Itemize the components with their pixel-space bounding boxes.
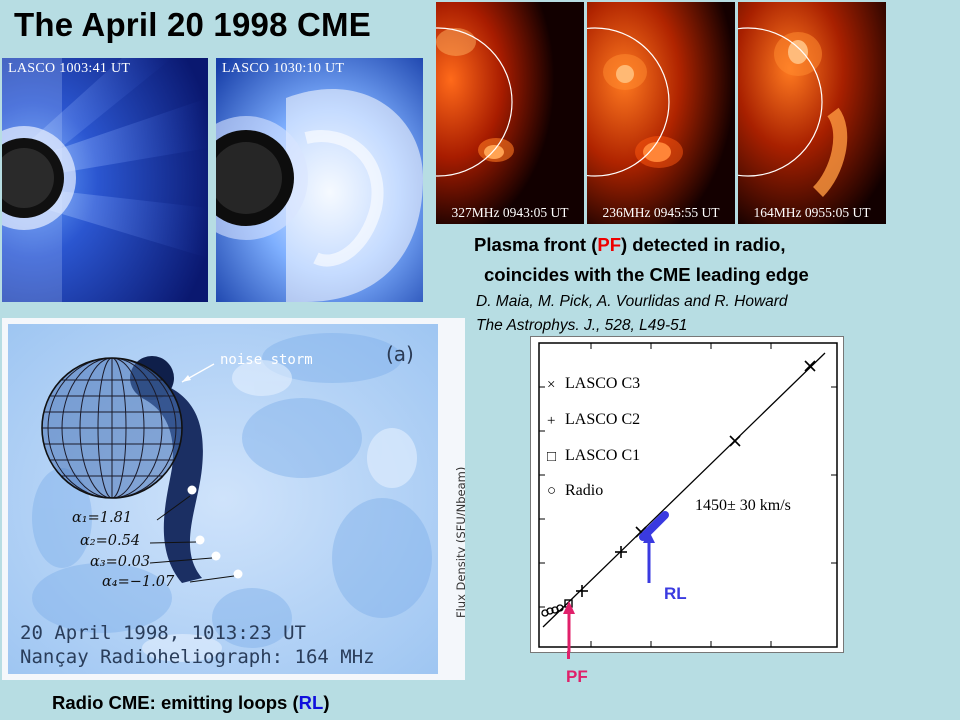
rl-marker bbox=[639, 511, 669, 541]
caption-line1-pre: Plasma front ( bbox=[474, 234, 598, 255]
legend-c3: LASCO C3 bbox=[565, 375, 641, 392]
caption-line1-post: ) detected in radio, bbox=[621, 234, 786, 255]
legend-c1: LASCO C1 bbox=[565, 447, 641, 464]
pf-arrow-tail bbox=[567, 651, 570, 659]
legend-symbol-c3: × bbox=[547, 377, 555, 393]
radio-label-2: 236MHz 0945:55 UT bbox=[602, 205, 720, 220]
flux-axis-label: Flux Density (SFU/Nbeam) bbox=[454, 466, 465, 618]
radio-image-2-graphic bbox=[587, 2, 735, 224]
lasco-image-1-graphic bbox=[2, 58, 208, 302]
lasco-image-2-graphic bbox=[216, 58, 423, 302]
caption-line2: coincides with the CME leading edge bbox=[484, 264, 809, 285]
rl-tag: RL bbox=[664, 584, 687, 603]
radio-map-graphic bbox=[8, 324, 438, 674]
radio-points bbox=[541, 604, 564, 617]
lasco-image-1: LASCO 1003:41 UT bbox=[2, 58, 208, 302]
speed-label: 1450± 30 km/s bbox=[695, 497, 791, 514]
bottom-caption-pre: Radio CME: emitting loops ( bbox=[52, 692, 299, 713]
map-instrument-line: Nançay Radioheliograph: 164 MHz bbox=[20, 646, 375, 668]
alpha-1: α₁=1.81 bbox=[72, 510, 133, 526]
bottom-caption-rl: RL bbox=[298, 692, 324, 713]
slide-title: The April 20 1998 CME bbox=[14, 6, 371, 43]
radio-image-3-graphic bbox=[738, 2, 886, 224]
height-time-plot: × + □ ○ LASCO C3 LASCO C2 LASCO C1 Radio… bbox=[530, 336, 844, 653]
plot-graphic: × + □ ○ bbox=[538, 342, 838, 652]
sun-disk bbox=[41, 357, 183, 499]
plasma-front-caption: Plasma front (PF) detected in radio, bbox=[474, 230, 785, 260]
noise-storm-label: noise storm bbox=[220, 352, 313, 368]
radio-image-1: 327MHz 0943:05 UT bbox=[436, 2, 584, 224]
radio-map: noise storm (a) α₁=1.81 α₂=0.54 α₃=0.03 … bbox=[2, 318, 465, 680]
caption-authors: D. Maia, M. Pick, A. Vourlidas and R. Ho… bbox=[476, 293, 788, 310]
legend-symbol-c1: □ bbox=[547, 449, 556, 465]
legend-radio: Radio bbox=[565, 482, 604, 499]
lasco-label-2: LASCO 1030:10 UT bbox=[222, 61, 345, 76]
radio-image-1-graphic bbox=[436, 2, 584, 224]
caption-pf: PF bbox=[597, 234, 621, 255]
radio-label-3: 164MHz 0955:05 UT bbox=[753, 205, 871, 220]
alpha-3: α₃=0.03 bbox=[90, 554, 151, 570]
legend-symbol-c2: + bbox=[547, 413, 555, 429]
pf-tag: PF bbox=[566, 667, 588, 686]
lasco-image-2: LASCO 1030:10 UT bbox=[216, 58, 423, 302]
legend-c2: LASCO C2 bbox=[565, 411, 641, 428]
lasco-label-1: LASCO 1003:41 UT bbox=[8, 61, 131, 76]
alpha-4: α₄=−1.07 bbox=[102, 574, 175, 590]
radio-cme-caption: Radio CME: emitting loops (RL) bbox=[52, 688, 330, 718]
radio-label-1: 327MHz 0943:05 UT bbox=[451, 205, 569, 220]
caption-journal: The Astrophys. J., 528, L49-51 bbox=[476, 317, 688, 334]
legend-symbol-radio: ○ bbox=[547, 483, 556, 499]
bottom-caption-post: ) bbox=[323, 692, 330, 713]
c2-points bbox=[576, 546, 627, 597]
panel-a-label: (a) bbox=[386, 342, 414, 366]
map-date-line: 20 April 1998, 1013:23 UT bbox=[20, 622, 306, 644]
radio-image-2: 236MHz 0945:55 UT bbox=[587, 2, 735, 224]
alpha-2: α₂=0.54 bbox=[80, 533, 141, 549]
radio-image-3: 164MHz 0955:05 UT bbox=[738, 2, 886, 224]
